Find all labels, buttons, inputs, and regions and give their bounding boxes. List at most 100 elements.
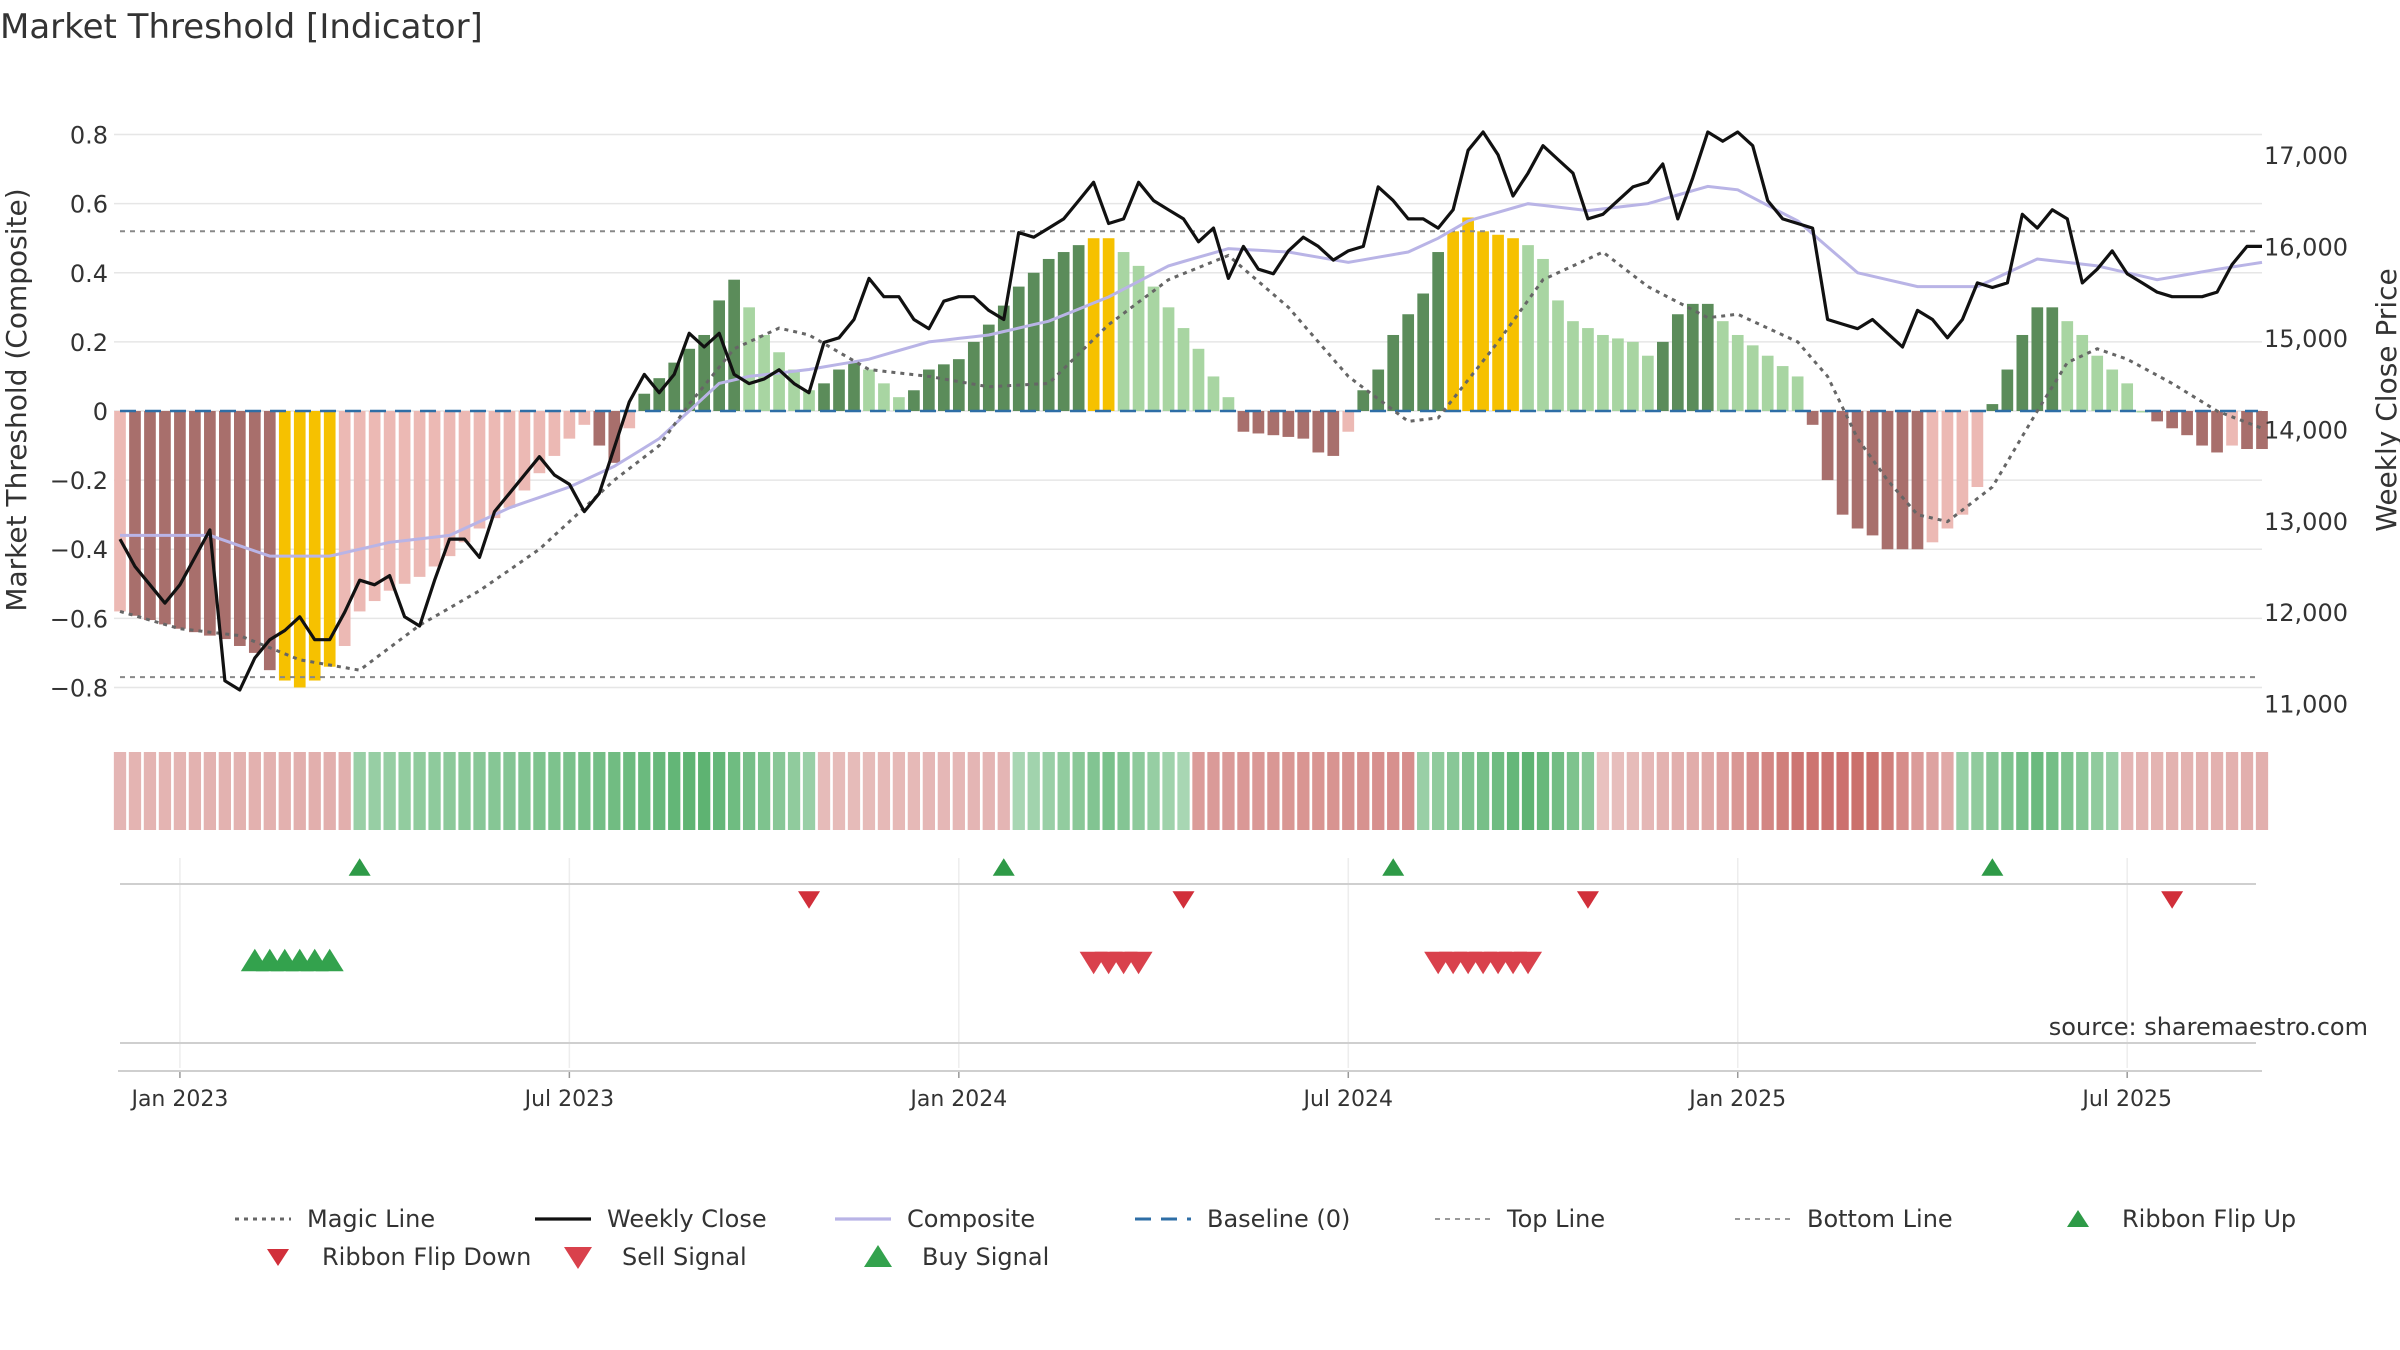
ribbon-cell bbox=[1566, 752, 1580, 830]
chart-title: Market Threshold [Indicator] bbox=[0, 7, 483, 47]
histogram-bar bbox=[2121, 383, 2134, 411]
ribbon-flip-down-marker bbox=[1172, 891, 1195, 909]
histogram-bar bbox=[503, 411, 516, 508]
legend-item: Ribbon Flip Down bbox=[267, 1243, 531, 1271]
ribbon-cell bbox=[248, 752, 261, 830]
ribbon-cell bbox=[143, 752, 157, 830]
ribbon-cell bbox=[1881, 752, 1894, 830]
source-label: source: sharemaestro.com bbox=[2049, 1013, 2368, 1041]
histogram-bar bbox=[383, 411, 396, 591]
histogram-bar bbox=[878, 383, 890, 411]
ribbon-cell bbox=[1072, 752, 1085, 830]
ribbon-cell bbox=[1252, 752, 1265, 830]
ribbon-cell bbox=[113, 752, 127, 830]
legend-swatch bbox=[2067, 1210, 2089, 1227]
ribbon-flip-up-marker bbox=[348, 858, 371, 876]
ribbon-cell bbox=[1911, 752, 1924, 830]
histogram-bar bbox=[1656, 341, 1669, 411]
x-tick-label: Jan 2025 bbox=[1687, 1087, 1786, 1112]
histogram-bar bbox=[263, 411, 276, 671]
ribbon-cell bbox=[1177, 752, 1190, 830]
ribbon-cell bbox=[1746, 752, 1759, 830]
ribbon-cell bbox=[2016, 752, 2029, 830]
ribbon-cell bbox=[2151, 752, 2164, 830]
histogram-bar bbox=[159, 411, 171, 625]
ribbon-cell bbox=[1536, 752, 1550, 830]
ribbon-cell bbox=[1222, 752, 1235, 830]
histogram-bar bbox=[818, 383, 830, 411]
legend-label: Ribbon Flip Down bbox=[322, 1243, 531, 1271]
histogram-bar bbox=[1627, 341, 1639, 411]
y-tick-label-right: 17,000 bbox=[2264, 142, 2348, 170]
ribbon-cell bbox=[1701, 752, 1714, 830]
y-tick-label-left: −0.6 bbox=[50, 605, 108, 633]
ribbon-cell bbox=[188, 752, 202, 830]
histogram-bar bbox=[1791, 376, 1804, 411]
histogram-bar bbox=[1387, 334, 1400, 411]
histogram-bar bbox=[1731, 334, 1744, 411]
histogram-bar bbox=[353, 411, 366, 612]
legend-swatch bbox=[864, 1245, 892, 1267]
ribbon-cell bbox=[458, 752, 471, 830]
ribbon-cell bbox=[847, 752, 861, 830]
histogram-bar bbox=[1597, 334, 1609, 411]
histogram-bar bbox=[1462, 217, 1474, 411]
y-tick-label-left: 0.6 bbox=[70, 191, 108, 219]
sell-signal-marker bbox=[1124, 951, 1153, 975]
histogram-bar bbox=[1267, 411, 1280, 436]
ribbon-cell bbox=[1267, 752, 1280, 830]
ribbon-cell bbox=[398, 752, 411, 830]
ribbon-cell bbox=[1656, 752, 1669, 830]
ribbon-cell bbox=[1402, 752, 1415, 830]
histogram-bar bbox=[563, 411, 576, 439]
histogram-bar bbox=[1971, 411, 1984, 488]
ribbon-cell bbox=[1446, 752, 1460, 830]
ribbon-cell bbox=[1686, 752, 1699, 830]
ribbon-cell bbox=[952, 752, 965, 830]
ribbon-cell bbox=[2121, 752, 2134, 830]
legend-item: Weekly Close bbox=[535, 1205, 767, 1233]
histogram-bar bbox=[1162, 307, 1175, 411]
histogram-bar bbox=[1477, 231, 1489, 411]
ribbon-cell bbox=[1357, 752, 1370, 830]
grid-layer bbox=[114, 133, 2262, 1068]
ribbon-cell bbox=[2106, 752, 2119, 830]
histogram-bar bbox=[1222, 397, 1235, 411]
histogram-layer bbox=[114, 217, 2268, 688]
ribbon-cell bbox=[383, 752, 396, 830]
ribbon-cell bbox=[2225, 752, 2239, 830]
ribbon-cell bbox=[1611, 752, 1625, 830]
histogram-bar bbox=[2211, 411, 2223, 453]
histogram-bar bbox=[114, 411, 126, 612]
histogram-bar bbox=[1342, 411, 1355, 432]
histogram-bar bbox=[2226, 411, 2238, 446]
histogram-bar bbox=[938, 364, 950, 411]
histogram-bar bbox=[1117, 252, 1130, 411]
ribbon-cell bbox=[443, 752, 456, 830]
ribbon-cell bbox=[1312, 752, 1325, 830]
histogram-bar bbox=[2061, 321, 2074, 411]
ribbon-cell bbox=[1926, 752, 1939, 830]
ribbon-cell bbox=[713, 752, 726, 830]
histogram-bar bbox=[1881, 411, 1894, 550]
ribbon-cell bbox=[1821, 752, 1834, 830]
ribbon-cell bbox=[488, 752, 501, 830]
ribbon-cell bbox=[1372, 752, 1385, 830]
histogram-bar bbox=[1941, 411, 1954, 529]
ribbon-cell bbox=[1761, 752, 1774, 830]
ribbon-cell bbox=[1327, 752, 1340, 830]
ribbon-cell bbox=[2031, 752, 2044, 830]
ribbon-cell bbox=[1836, 752, 1849, 830]
ribbon-cell bbox=[323, 752, 336, 830]
histogram-bar bbox=[1087, 238, 1100, 411]
histogram-bar bbox=[1372, 369, 1385, 411]
histogram-bar bbox=[1432, 252, 1444, 411]
x-tick-label: Jan 2024 bbox=[908, 1087, 1007, 1112]
y-tick-label-left: −0.2 bbox=[50, 467, 108, 495]
ribbon-cell bbox=[2076, 752, 2089, 830]
legend-item: Top Line bbox=[1435, 1205, 1605, 1233]
ribbon-flip-up-marker bbox=[1981, 858, 2004, 876]
histogram-bar bbox=[923, 369, 935, 411]
legend: Magic Line Weekly Close Composite Baseline … bbox=[235, 1205, 2296, 1271]
histogram-bar bbox=[967, 341, 980, 411]
